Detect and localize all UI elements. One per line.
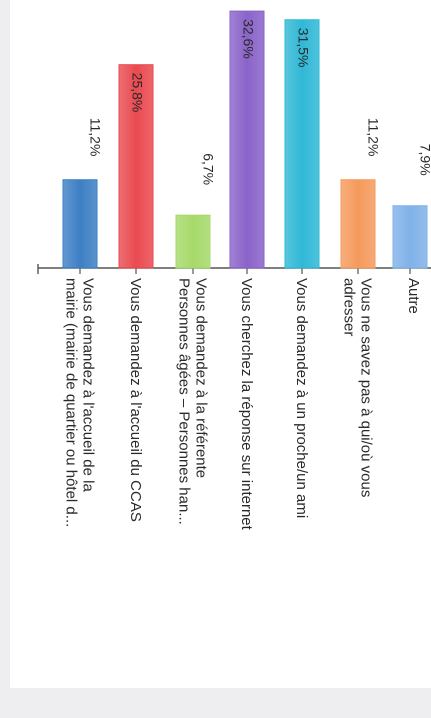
bar [62, 179, 98, 269]
category-label-line: Autre [405, 278, 422, 314]
category-label: Vous demandez à l'accueil du CCAS [127, 278, 144, 522]
bar [229, 10, 265, 269]
category-label-line: Vous demandez à la référente [193, 278, 210, 478]
value-label: 31,5% [295, 28, 311, 68]
category-label-line: Vous demandez à l'accueil de la [80, 278, 97, 492]
bar [340, 179, 376, 269]
category-label-line: Vous ne savez pas à qui/où vous [358, 278, 375, 497]
value-label: 32,6% [240, 19, 256, 59]
category-label-line: Personnes âgées – Personnes han... [176, 278, 193, 525]
value-label: 7,9% [418, 144, 431, 176]
value-label: 11,2% [88, 118, 104, 157]
category-label: Vous demandez à un proche/un ami [293, 278, 310, 518]
category-label: Vous ne savez pas à qui/où vousadresser [341, 278, 375, 497]
value-label: 25,8% [129, 73, 145, 113]
category-label: Vous demandez à l'accueil de lamairie (m… [63, 278, 97, 527]
category-label-line: Vous cherchez la réponse sur internet [238, 278, 255, 531]
category-label-line: Vous demandez à l'accueil du CCAS [127, 278, 144, 522]
bar [118, 64, 154, 269]
category-label: Vous cherchez la réponse sur internet [238, 278, 255, 531]
category-label-line: Vous demandez à un proche/un ami [293, 278, 310, 518]
chart-card [10, 0, 431, 688]
category-label-line: adresser [341, 278, 358, 336]
value-label: 6,7% [201, 153, 217, 185]
category-label: Vous demandez à la référentePersonnes âg… [176, 278, 210, 525]
bar [392, 205, 428, 269]
value-label: 11,2% [366, 118, 382, 157]
category-label-line: mairie (mairie de quartier ou hôtel d... [63, 278, 80, 527]
bar [175, 214, 211, 269]
category-label: Autre [405, 278, 422, 314]
bar [284, 19, 320, 269]
